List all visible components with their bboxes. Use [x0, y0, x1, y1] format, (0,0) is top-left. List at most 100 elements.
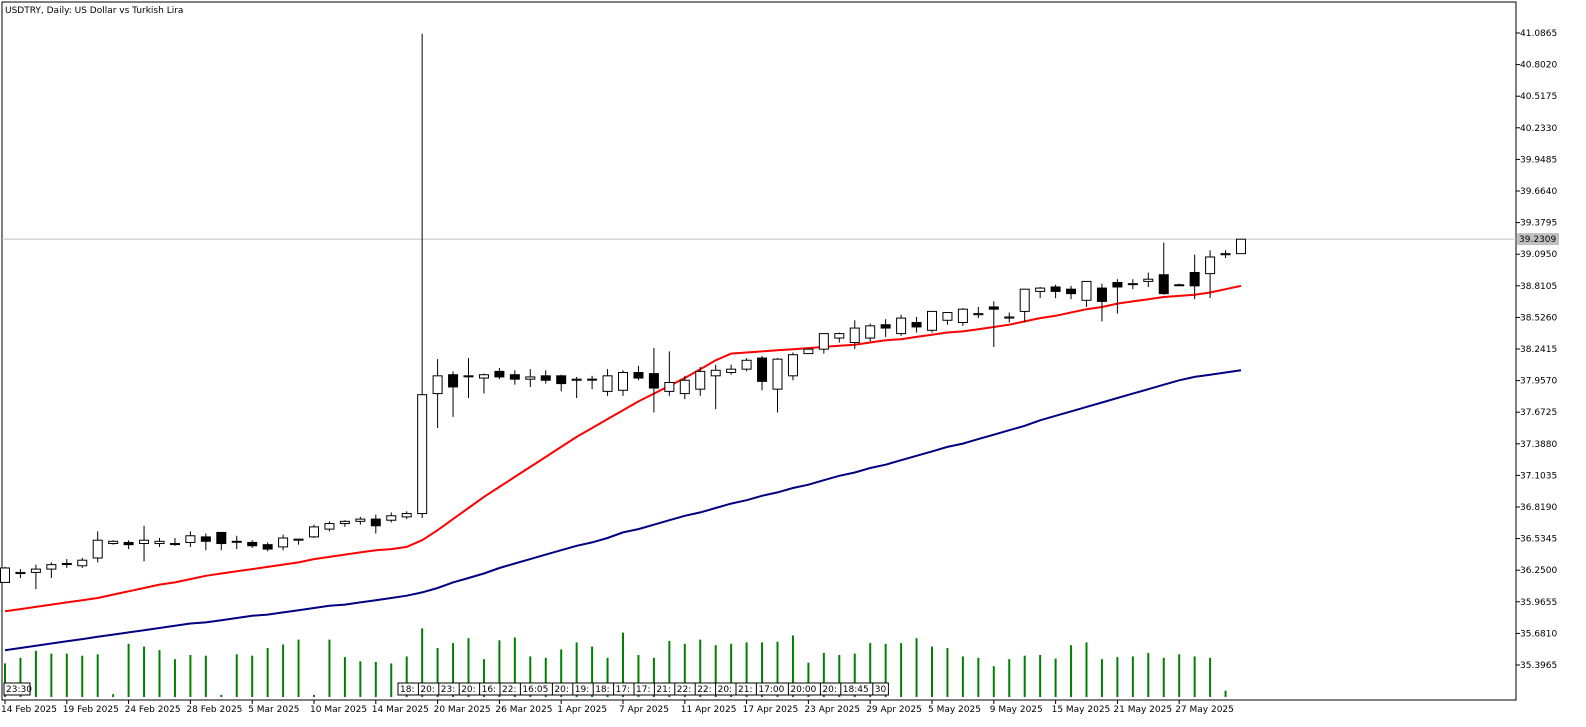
candle-body [494, 370, 505, 378]
candle [664, 351, 675, 396]
candle-body [15, 571, 26, 575]
time-marker: 18: [397, 682, 420, 696]
time-tick-label: 9 May 2025 [990, 705, 1043, 715]
candle [865, 323, 876, 342]
candle [231, 535, 242, 550]
time-tick-label: 19 Feb 2025 [63, 705, 119, 715]
candle [46, 562, 57, 578]
price-tick-label: 38.8105 [1520, 282, 1557, 292]
candle [92, 531, 103, 563]
candle [77, 557, 88, 568]
volume-bars [4, 628, 1227, 697]
candle [448, 371, 459, 417]
current-price-label: 39.2309 [1519, 235, 1556, 245]
candle [726, 364, 737, 375]
candle [957, 308, 968, 326]
candle-body [787, 354, 798, 377]
candle [834, 332, 845, 343]
candle-body [92, 539, 103, 559]
time-marker: 22: [674, 682, 697, 696]
candle-body [726, 368, 737, 373]
price-tick-label: 38.5260 [1520, 313, 1557, 323]
candle-body [896, 317, 907, 335]
candle-body [741, 359, 752, 370]
time-marker-label: 20: [554, 685, 568, 695]
candle [386, 512, 397, 523]
candle-body [1158, 274, 1169, 295]
candle-body [772, 358, 783, 390]
price-tick-label: 36.2500 [1520, 566, 1557, 576]
candle [540, 370, 551, 384]
time-marker-label: 20: [822, 685, 836, 695]
candle-body [927, 310, 937, 331]
time-marker-label: 20: [718, 685, 732, 695]
candle-body [1127, 283, 1138, 286]
time-marker-label: 22: [677, 685, 691, 695]
candle-body [339, 520, 350, 525]
candle [1143, 272, 1154, 287]
candle [1189, 254, 1200, 300]
candle [108, 540, 119, 545]
price-tick-label: 39.9485 [1520, 155, 1557, 165]
candle [247, 540, 258, 548]
price-tick-label: 36.8190 [1520, 503, 1557, 513]
candle [216, 531, 227, 551]
candle-body [61, 563, 72, 566]
chart-frame [1, 1, 1517, 701]
time-tick-label: 11 Apr 2025 [681, 705, 737, 715]
time-marker: 23: [438, 682, 461, 696]
candle [818, 333, 829, 354]
time-tick-label: 24 Feb 2025 [125, 705, 181, 715]
time-marker-label: 19: [575, 685, 589, 695]
price-tick-label: 37.1035 [1520, 471, 1557, 481]
candle [911, 316, 922, 333]
time-marker-box [872, 682, 889, 696]
candle [1019, 288, 1030, 323]
candle [509, 370, 520, 385]
time-tick-label: 10 Mar 2025 [310, 705, 367, 715]
candle-body [1035, 287, 1046, 292]
candle [1112, 279, 1123, 314]
candle [432, 359, 443, 429]
candle-body [185, 535, 196, 543]
candle [478, 373, 489, 394]
candle-body [1004, 316, 1015, 319]
candle-body [1189, 272, 1200, 287]
candle-body [664, 381, 675, 392]
time-marker: 20: [551, 682, 575, 696]
time-marker: 16: [479, 682, 502, 696]
time-marker-label: 23: [441, 685, 455, 695]
candle-body [602, 375, 613, 392]
candle [1050, 284, 1061, 299]
time-marker-label: 21: [738, 685, 752, 695]
candle-body [386, 515, 397, 521]
time-marker-label: 16:05 [522, 685, 548, 695]
candle-body [834, 333, 845, 339]
time-tick-label: 29 Apr 2025 [866, 705, 922, 715]
candle-body [648, 373, 659, 389]
price-tick-label: 40.5175 [1520, 92, 1557, 102]
time-marker: 20: [819, 682, 843, 696]
candle-body [293, 538, 304, 541]
time-marker-label: 20: [461, 685, 475, 695]
time-marker: 19: [572, 682, 595, 696]
candle [1158, 242, 1169, 295]
candle [849, 320, 860, 350]
candle-body [618, 371, 628, 391]
candle-body [1205, 256, 1216, 275]
candle [0, 566, 10, 583]
price-tick-label: 37.9570 [1520, 377, 1557, 387]
time-tick-label: 27 May 2025 [1175, 705, 1234, 715]
candle-body [1096, 287, 1107, 302]
time-marker: 20: [417, 682, 441, 696]
time-marker-label: 23:30 [6, 685, 32, 695]
candle-body [695, 370, 706, 390]
time-tick-label: 28 Feb 2025 [186, 705, 242, 715]
time-marker-label: 16: [482, 685, 496, 695]
candle-body [710, 369, 721, 377]
price-tick-label: 36.5345 [1520, 535, 1557, 545]
price-tick-label: 37.6725 [1520, 408, 1557, 418]
time-marker: 21: [735, 682, 758, 696]
